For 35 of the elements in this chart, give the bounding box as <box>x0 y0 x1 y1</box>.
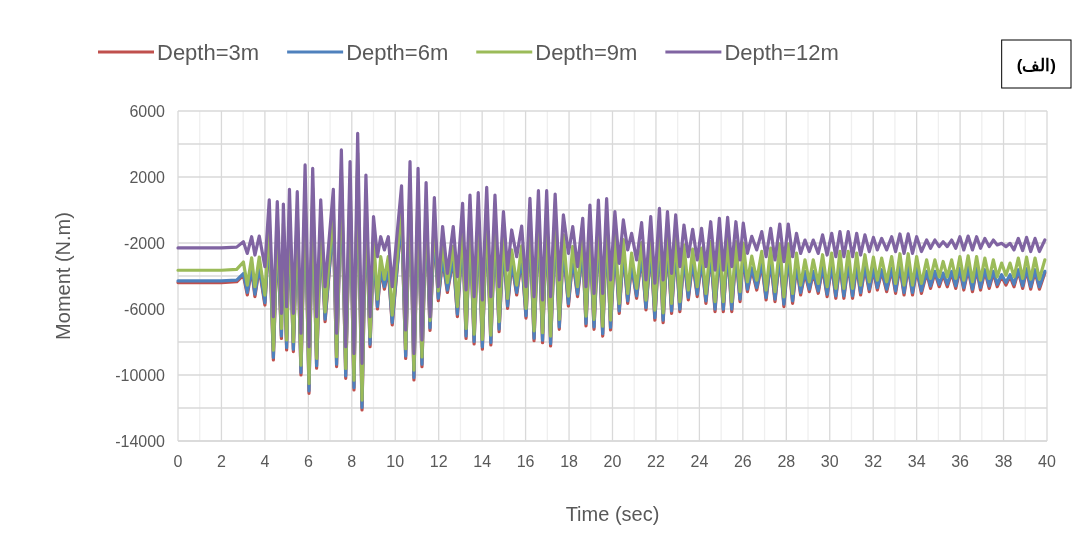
x-tick-label: 20 <box>603 453 622 470</box>
x-tick-label: 16 <box>516 453 535 470</box>
x-tick-label: 34 <box>907 453 926 470</box>
x-tick-label: 0 <box>173 453 183 470</box>
y-tick-label: 2000 <box>129 169 166 186</box>
text: (الف) <box>1016 56 1056 75</box>
y-tick-label: -2000 <box>124 235 166 252</box>
x-tick-label: 8 <box>347 453 357 470</box>
x-tick-label: 28 <box>777 453 796 470</box>
x-tick-label: 6 <box>303 453 313 470</box>
x-tick-label: 12 <box>429 453 448 470</box>
x-tick-label: 26 <box>733 453 752 470</box>
x-tick-label: 36 <box>951 453 970 470</box>
x-tick-label: 18 <box>560 453 579 470</box>
y-tick-label: -14000 <box>115 433 166 450</box>
legend-label: Depth=9m <box>535 40 638 65</box>
x-tick-label: 2 <box>217 453 226 470</box>
x-tick-label: 30 <box>820 453 839 470</box>
x-tick-label: 4 <box>260 453 270 470</box>
y-tick-label: -10000 <box>115 367 166 384</box>
y-tick-label: -6000 <box>124 301 166 318</box>
x-tick-label: 24 <box>690 453 709 470</box>
x-tick-label: 22 <box>647 453 665 470</box>
legend-label: Depth=6m <box>346 40 449 65</box>
y-axis-title: Moment (N.m) <box>52 212 74 340</box>
x-tick-label: 38 <box>994 453 1013 470</box>
x-tick-label: 32 <box>864 453 883 470</box>
legend-label: Depth=3m <box>157 40 260 65</box>
x-tick-label: 10 <box>386 453 405 470</box>
x-tick-label: 14 <box>473 453 492 470</box>
y-tick-label: 6000 <box>129 103 166 120</box>
legend-label: Depth=12m <box>724 40 839 65</box>
line-series <box>176 131 1047 365</box>
x-axis-title: Time (sec) <box>565 503 660 525</box>
x-tick-label: 40 <box>1038 453 1056 470</box>
